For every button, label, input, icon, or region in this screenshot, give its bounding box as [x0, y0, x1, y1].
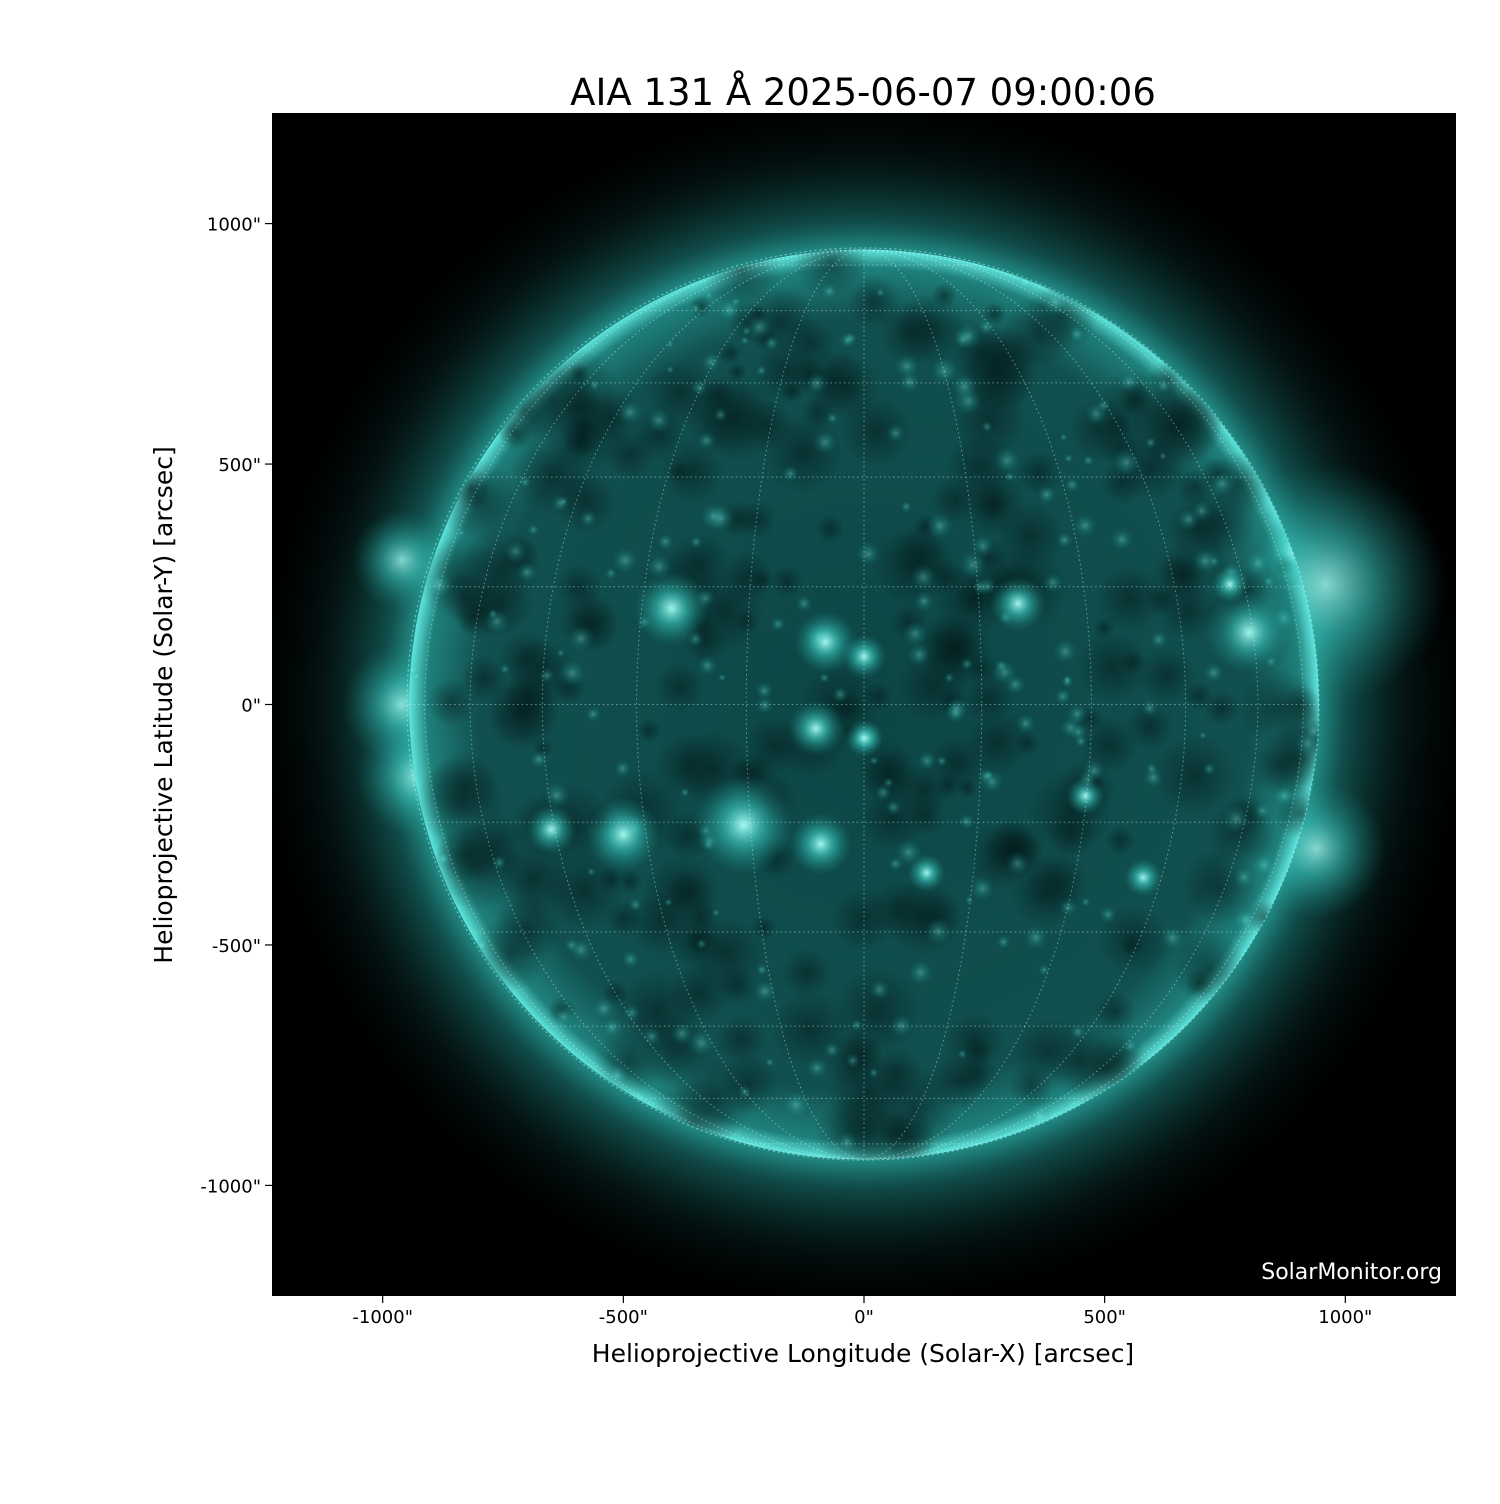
longitude-line — [745, 249, 865, 1160]
limb-line — [406, 247, 1320, 1161]
y-axis-label: Helioprojective Latitude (Solar-Y) [arcs… — [149, 446, 178, 963]
longitude-line — [424, 249, 865, 1160]
active-region — [842, 634, 886, 679]
active-region — [789, 812, 853, 876]
axis-ticks: -1000" -500" 0" 500" 1000" 1000" 500" 0" -500" -1… — [200, 215, 1372, 1328]
longitude-line — [469, 249, 865, 1160]
x-axis-label: Helioprojective Longitude (Solar-X) [arc… — [592, 1339, 1134, 1368]
x-tick-label: 500" — [1083, 1307, 1126, 1328]
watermark: SolarMonitor.org — [1261, 1260, 1442, 1285]
longitude-line — [863, 249, 1187, 1160]
active-region — [989, 575, 1047, 632]
active-region — [1205, 588, 1293, 677]
solar-image: SolarMonitor.org — [272, 113, 1456, 1296]
active-region — [907, 854, 946, 892]
longitude-line — [863, 249, 1259, 1160]
y-tick-label: 500" — [218, 455, 261, 476]
longitude-line — [863, 249, 1304, 1160]
plot-title: AIA 131 Å 2025-06-07 09:00:06 — [570, 70, 1156, 114]
heliographic-grid — [409, 249, 1319, 1160]
active-region — [845, 719, 883, 757]
x-tick-label: -500" — [599, 1307, 648, 1328]
active-region — [787, 700, 845, 757]
active-region — [1124, 858, 1162, 897]
active-region — [526, 804, 577, 855]
active-region — [693, 774, 794, 875]
y-tick-label: -500" — [212, 936, 261, 957]
active-region — [794, 610, 857, 674]
y-tick-label: 0" — [241, 696, 261, 717]
x-tick-label: -1000" — [352, 1307, 413, 1328]
y-tick-label: -1000" — [200, 1176, 261, 1197]
active-region — [633, 570, 710, 646]
active-region — [1066, 777, 1105, 815]
longitude-line — [863, 249, 983, 1160]
y-tick-label: 1000" — [207, 215, 261, 236]
active-region — [1210, 565, 1249, 604]
x-tick-label: 1000" — [1318, 1307, 1372, 1328]
longitude-line — [541, 249, 865, 1160]
x-tick-label: 0" — [854, 1307, 874, 1328]
active-region — [585, 796, 661, 872]
